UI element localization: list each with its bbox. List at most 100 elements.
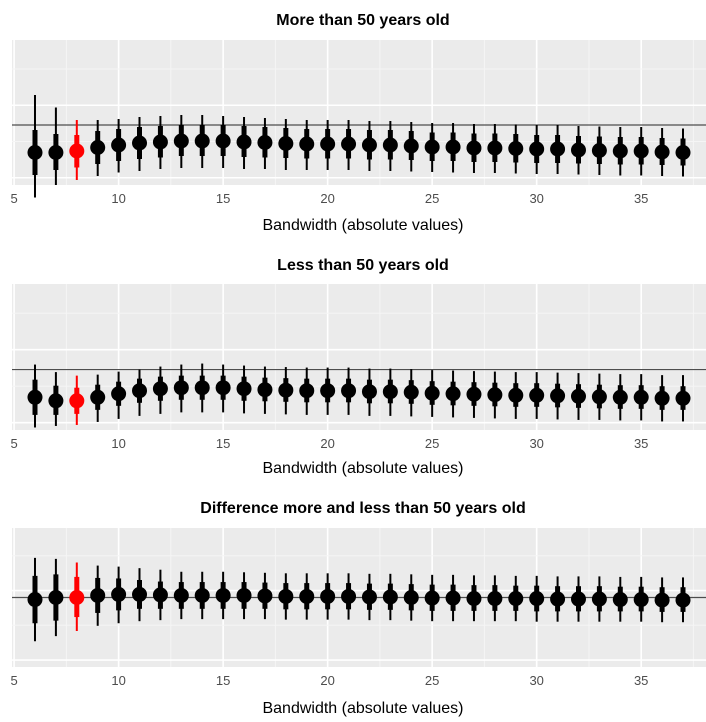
plot-background: [12, 284, 706, 430]
data-point: [90, 389, 106, 405]
estimate: [320, 120, 336, 170]
x-tick-label: 30: [529, 673, 543, 688]
estimate: [194, 571, 210, 620]
data-point: [299, 383, 315, 399]
x-tick-label: 10: [111, 673, 125, 688]
data-point: [633, 592, 649, 608]
data-point: [257, 135, 273, 150]
data-point: [403, 590, 419, 605]
data-point: [550, 141, 566, 157]
data-point: [341, 136, 357, 152]
x-tick-labels: 5 10 15 20 25 30 35: [10, 673, 648, 688]
estimate: [487, 575, 503, 622]
estimate: [361, 121, 377, 171]
estimate: [48, 107, 64, 185]
data-point: [27, 389, 43, 405]
highlighted-estimate: [69, 120, 85, 180]
x-tick-label: 30: [529, 191, 543, 206]
data-point: [173, 133, 189, 149]
x-tick-label: 15: [216, 191, 230, 206]
x-axis-title: Bandwidth (absolute values): [262, 217, 463, 234]
data-point: [236, 381, 252, 397]
data-point: [173, 380, 189, 396]
estimate: [320, 367, 336, 415]
data-point: [48, 145, 64, 160]
plot-area: [12, 40, 706, 185]
estimate: [236, 572, 252, 620]
estimate: [257, 572, 273, 620]
data-point: [215, 133, 231, 149]
data-point: [278, 136, 294, 151]
estimate: [570, 373, 586, 420]
estimate: [633, 127, 649, 176]
estimate: [194, 115, 210, 168]
x-tick-label: 20: [320, 673, 334, 688]
data-point: [69, 393, 85, 409]
data-point: [550, 388, 566, 404]
x-tick-label: 25: [425, 191, 439, 206]
estimate: [550, 125, 566, 174]
panel-difference: Difference more and less than 50 years o…: [10, 500, 706, 717]
highlighted-estimate: [69, 375, 85, 425]
estimate: [27, 95, 43, 198]
data-point: [633, 389, 649, 405]
estimate: [236, 365, 252, 414]
data-point: [570, 388, 586, 404]
x-tick-label: 20: [320, 191, 334, 206]
estimate: [487, 124, 503, 173]
data-point: [550, 591, 566, 607]
data-point: [403, 384, 419, 400]
data-point: [382, 589, 398, 605]
plot-area: [12, 284, 706, 430]
highlighted-estimate: [69, 562, 85, 631]
estimate: [90, 565, 106, 626]
estimate: [466, 575, 482, 622]
estimate: [654, 128, 670, 176]
data-point: [424, 590, 440, 606]
estimate: [236, 117, 252, 169]
estimate: [654, 375, 670, 422]
data-point: [508, 591, 524, 607]
estimate: [675, 577, 691, 623]
data-point: [194, 380, 210, 396]
estimate: [341, 120, 357, 170]
marks: [27, 363, 691, 428]
data-point: [194, 587, 210, 603]
estimate: [654, 577, 670, 623]
x-tick-labels: 5 10 15 20 25 30 35: [10, 436, 648, 451]
data-point: [69, 143, 85, 159]
estimate: [424, 123, 440, 172]
estimate: [361, 573, 377, 621]
estimate: [320, 573, 336, 620]
data-point: [173, 587, 189, 603]
marks: [27, 557, 691, 642]
estimate: [90, 120, 106, 176]
x-tick-label: 25: [425, 436, 439, 451]
estimate: [341, 573, 357, 620]
estimate: [215, 571, 231, 620]
data-point: [612, 592, 628, 608]
estimate: [299, 120, 315, 170]
estimate: [152, 569, 168, 621]
data-point: [466, 386, 482, 402]
estimate: [173, 115, 189, 168]
data-point: [341, 383, 357, 399]
data-point: [675, 145, 691, 160]
data-point: [382, 137, 398, 153]
estimate: [424, 574, 440, 622]
data-point: [424, 139, 440, 155]
data-point: [132, 135, 148, 151]
x-tick-label: 25: [425, 673, 439, 688]
estimate: [27, 364, 43, 428]
data-point: [591, 389, 607, 405]
estimate: [508, 372, 524, 419]
data-point: [152, 134, 168, 150]
estimate: [508, 575, 524, 622]
data-point: [487, 591, 503, 607]
data-point: [424, 385, 440, 401]
estimate: [382, 368, 398, 416]
estimate: [278, 119, 294, 170]
x-tick-label: 30: [529, 436, 543, 451]
estimate: [591, 576, 607, 622]
